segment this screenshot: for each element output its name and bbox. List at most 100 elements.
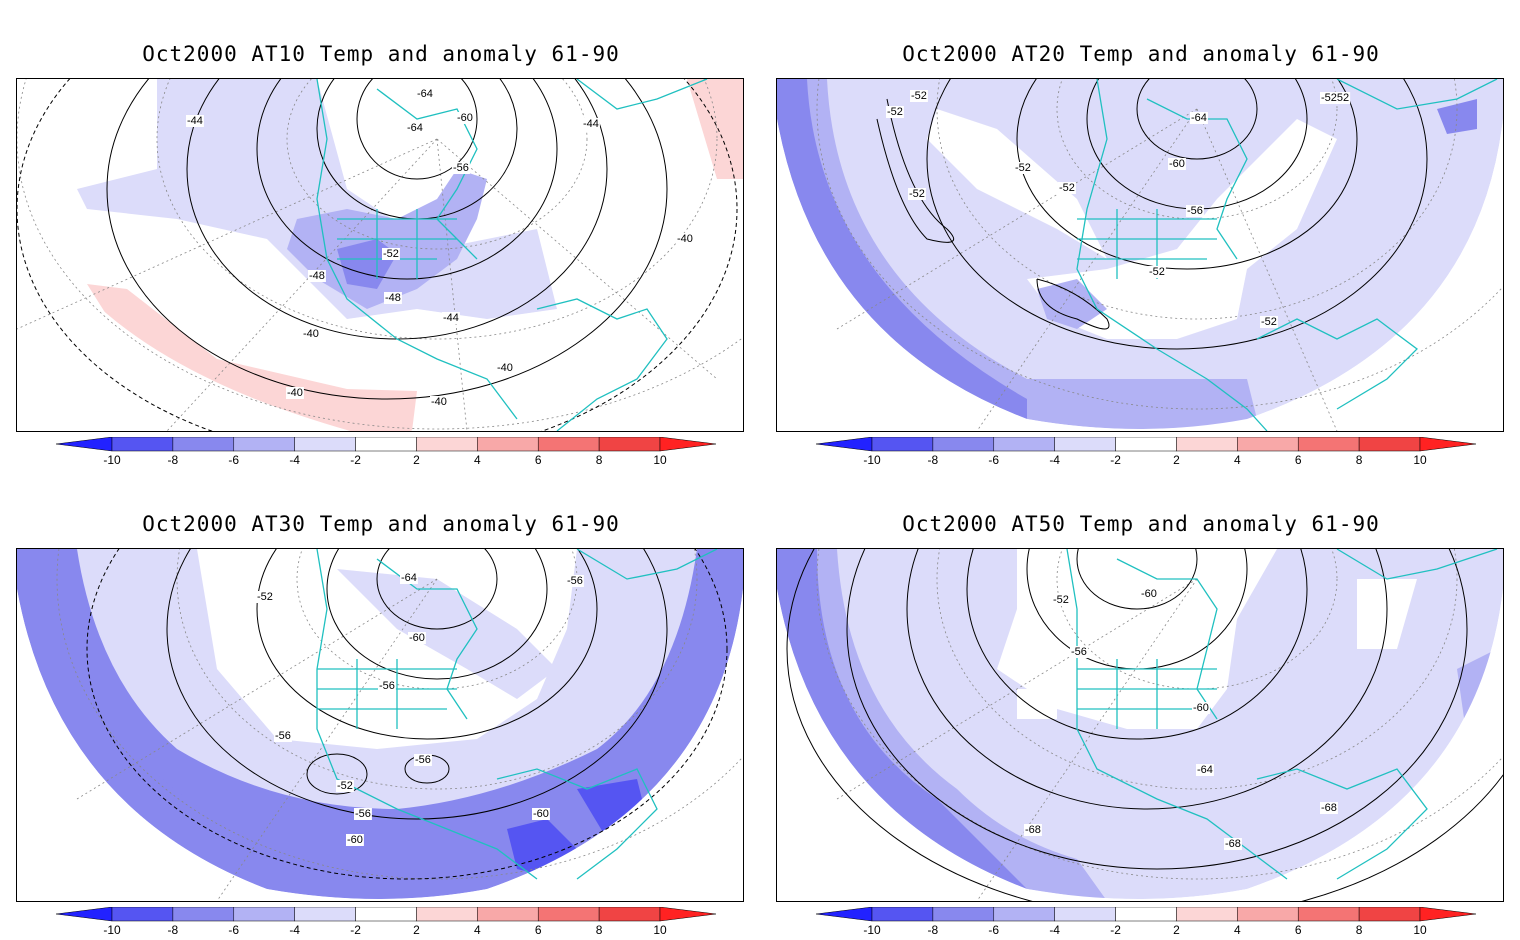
contour-label: -64: [407, 122, 423, 134]
contour-label-bg: [1140, 588, 1158, 600]
panel-title: Oct2000 AT20 Temp and anomaly 61-90: [902, 42, 1380, 66]
contour-label: -52: [1053, 594, 1069, 606]
contour-label-bg: [1224, 838, 1242, 850]
anomaly-region: [1017, 689, 1057, 719]
panel-at50: Oct2000 AT50 Temp and anomaly 61-90: [776, 470, 1506, 940]
contour-label-bg: [1148, 266, 1166, 278]
colorbar-graphic: [815, 906, 1477, 922]
contour-label-bg: [908, 188, 926, 200]
contour-label: -44: [187, 115, 203, 127]
panel-at30: Oct2000 AT30 Temp and anomaly 61-90: [16, 470, 746, 940]
contour-label: -64: [1191, 112, 1207, 124]
colorbar-segment: [111, 436, 174, 452]
map-at20: -52 -52 -64 -52 -52 -60 -56 -52 -52 -52 …: [776, 78, 1504, 432]
anomaly-region: [1277, 579, 1377, 669]
contour-label: -52: [383, 248, 399, 260]
colorbar-segment: [871, 906, 934, 922]
contour-lines: [86, 549, 728, 880]
contour-label-bg: [256, 591, 274, 603]
colorbar-tick-label: 8: [595, 453, 603, 467]
colorbar-tick-label: -2: [350, 923, 361, 937]
colorbar-segment: [1237, 436, 1299, 452]
colorbar-segment: [355, 906, 417, 922]
outside-mask: [777, 589, 1503, 901]
colorbar-tick-label: 4: [473, 923, 481, 937]
contour-label-bg: [1070, 646, 1088, 658]
outside-mask: [777, 119, 1503, 431]
contour-label: -56: [275, 730, 291, 742]
colorbar-segment: [294, 436, 356, 452]
contour-label: -60: [347, 834, 363, 846]
colorbar-graphic: [815, 436, 1477, 452]
colorbar-tick-label: -6: [988, 453, 1000, 467]
colorbar-segment: [416, 436, 478, 452]
colorbar-tick-label: 2: [1173, 453, 1180, 467]
colorbar-arrow-high: [1419, 906, 1477, 922]
contour-label-bg: [1190, 112, 1208, 124]
colorbar-segment: [1237, 906, 1299, 922]
contour-label: -52: [887, 106, 903, 118]
contour-label-bg: [186, 115, 204, 127]
contour-labels: -52 -52 -64 -52 -52 -60 -56 -52 -52 -52 …: [886, 90, 1351, 328]
colorbar-tick-label: -4: [1049, 923, 1060, 937]
contour-label: -44: [443, 312, 459, 324]
contour-label-bg: [1320, 92, 1351, 104]
colorbar-tick-label: -6: [228, 453, 240, 467]
contour-label-bg: [378, 680, 396, 692]
panel-title: Oct2000 AT30 Temp and anomaly 61-90: [142, 512, 620, 536]
contour-label: -40: [303, 328, 319, 340]
colorbar-segment: [1358, 436, 1421, 452]
colorbar-segment: [598, 906, 661, 922]
colorbar-tick-label: -8: [927, 453, 939, 467]
colorbar-tick-label: -6: [988, 923, 1000, 937]
panel-title: Oct2000 AT10 Temp and anomaly 61-90: [142, 42, 620, 66]
colorbar-tick-label: -2: [1110, 453, 1121, 467]
colorbar-tick-label: -10: [863, 453, 881, 467]
colorbar-segment: [1115, 436, 1177, 452]
colorbar-tick-label: -2: [1110, 923, 1121, 937]
outside-mask: [17, 589, 743, 901]
contour-label-bg: [442, 312, 460, 324]
contour-label: -52: [909, 188, 925, 200]
contour-label-bg: [676, 233, 694, 245]
colorbar: -10 -8 -6 -4 -2 2 4 6 8 10: [55, 436, 717, 467]
colorbar-arrow-low: [815, 436, 873, 452]
contour-label: -52: [1015, 162, 1031, 174]
anomaly-region: [17, 549, 743, 899]
colorbar-segment: [1176, 436, 1238, 452]
contour-label-bg: [308, 270, 326, 282]
contour-label: -60: [533, 808, 549, 820]
panel-title: Oct2000 AT50 Temp and anomaly 61-90: [902, 512, 1380, 536]
contour-label-bg: [286, 387, 304, 399]
contour-label: -44: [583, 118, 599, 130]
colorbar-tick-label: 6: [534, 923, 542, 937]
colorbar-tick-label: -4: [1049, 453, 1060, 467]
contour-label: -56: [453, 162, 469, 174]
contour-label: -40: [287, 387, 303, 399]
colorbar-segment: [1297, 906, 1360, 922]
colorbar-tick-label: 4: [1233, 923, 1241, 937]
map-at50: -60 -52 -56 -60 -64 -68 -68 -68: [776, 548, 1504, 902]
colorbar-tick-label: 6: [1294, 923, 1302, 937]
colorbar-segment: [537, 436, 600, 452]
anomaly-region: [687, 79, 743, 179]
contour-label: -52: [257, 591, 273, 603]
colorbar-tick-label: -10: [103, 923, 121, 937]
contour-label-bg: [382, 248, 400, 260]
contour-label-bg: [274, 730, 292, 742]
colorbar-tick-label: 8: [1355, 453, 1363, 467]
contour-label: -60: [409, 632, 425, 644]
colorbar-tick-label: 4: [1233, 453, 1241, 467]
contour-labels: -64 -60 -64 -56 -44 -44 -52 -48 -48 -44 …: [186, 88, 694, 408]
colorbar-segment: [598, 436, 661, 452]
colorbar: -10 -8 -6 -4 -2 2 4 6 8 10: [815, 906, 1477, 937]
anomaly-region: [1027, 119, 1337, 339]
colorbar-tick-label: -8: [167, 923, 179, 937]
outside-mask: [17, 179, 743, 431]
contour-label: -40: [431, 396, 447, 408]
contour-label-bg: [354, 808, 372, 820]
contour-label-bg: [886, 106, 904, 118]
coastlines: [1076, 79, 1498, 431]
colorbar-segment: [233, 436, 295, 452]
contour-label: -40: [677, 233, 693, 245]
